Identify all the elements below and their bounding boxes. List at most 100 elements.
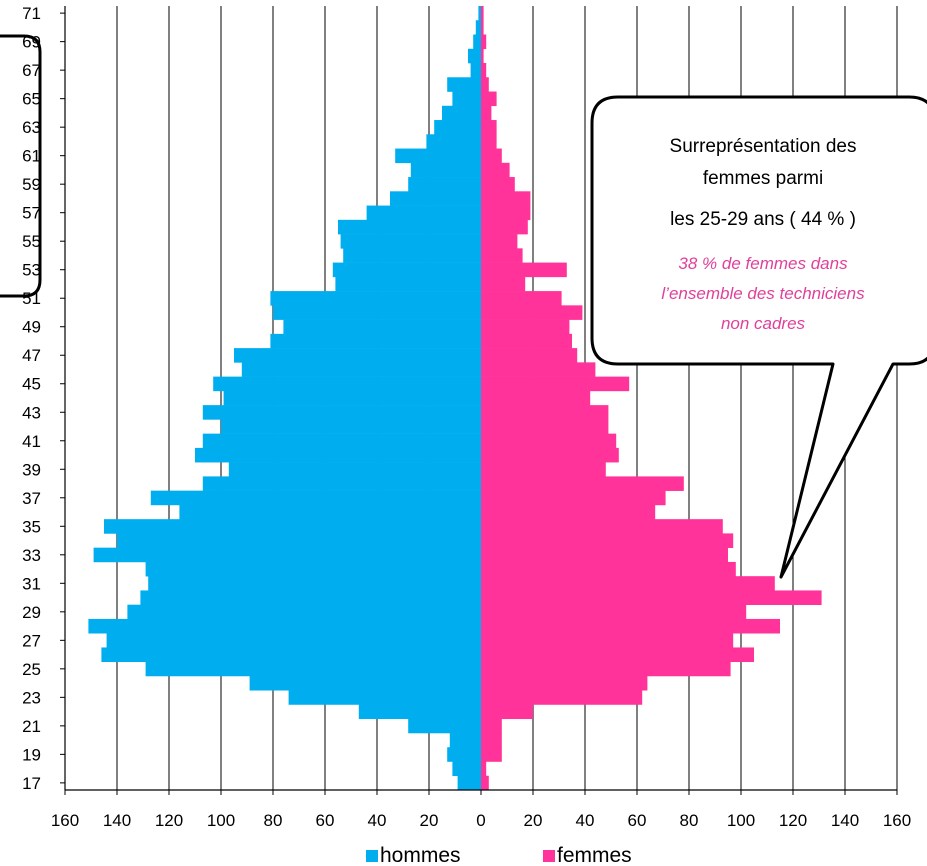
x-tick-label-9: 20	[524, 811, 543, 830]
bar-hommes-41	[202, 433, 482, 449]
bar-hommes-40	[195, 447, 481, 463]
y-tick-label-21: 21	[22, 717, 41, 736]
bar-femmes-63	[481, 120, 497, 135]
bar-femmes-48	[481, 333, 572, 349]
bar-hommes-46	[241, 362, 481, 377]
bar-hommes-24	[249, 675, 481, 691]
axes	[60, 6, 898, 795]
bar-hommes-63	[434, 120, 481, 135]
y-tick-label-41: 41	[22, 432, 41, 451]
y-tick-label-45: 45	[22, 375, 41, 394]
bar-femmes-21	[481, 718, 502, 734]
bar-femmes-50	[481, 305, 583, 320]
legend-label-femmes: femmes	[557, 844, 632, 866]
bar-hommes-45	[213, 376, 481, 392]
bar-hommes-17	[457, 775, 481, 791]
y-tick-label-65: 65	[22, 90, 41, 109]
bar-femmes-53	[481, 262, 567, 278]
bar-femmes-17	[481, 775, 489, 791]
bar-hommes-29	[127, 604, 482, 620]
x-tick-label-3: 100	[207, 811, 235, 830]
bar-hommes-54	[343, 248, 481, 263]
bar-femmes-29	[481, 604, 747, 620]
bar-femmes-18	[481, 761, 487, 777]
bar-femmes-26	[481, 647, 754, 663]
y-tick-label-17: 17	[22, 774, 41, 793]
y-tick-label-67: 67	[22, 61, 41, 80]
bar-femmes-31	[481, 576, 775, 591]
y-tick-label-55: 55	[22, 232, 41, 251]
bar-femmes-62	[481, 134, 497, 149]
y-tick-label-37: 37	[22, 489, 41, 508]
y-tick-label-49: 49	[22, 318, 41, 337]
bar-femmes-61	[481, 148, 502, 164]
bar-hommes-30	[140, 590, 481, 605]
bar-hommes-62	[426, 134, 481, 149]
bar-femmes-23	[481, 690, 643, 705]
bar-hommes-49	[283, 319, 481, 335]
bar-hommes-42	[221, 419, 481, 434]
bar-hommes-48	[270, 333, 481, 349]
bar-hommes-21	[408, 718, 481, 734]
bar-hommes-64	[442, 105, 481, 121]
x-tick-label-1: 140	[103, 811, 131, 830]
bar-femmes-19	[481, 747, 502, 762]
bar-femmes-27	[481, 633, 734, 648]
x-tick-label-6: 40	[368, 811, 387, 830]
bar-femmes-43	[481, 405, 609, 420]
y-tick-label-53: 53	[22, 261, 41, 280]
bar-hommes-65	[452, 91, 481, 107]
bar-hommes-32	[145, 561, 481, 577]
bar-femmes-45	[481, 376, 630, 392]
bar-hommes-37	[150, 490, 482, 506]
bar-hommes-59	[408, 177, 481, 192]
bar-femmes-57	[481, 205, 531, 221]
x-tick-label-4: 80	[264, 811, 283, 830]
x-tick-label-13: 100	[727, 811, 755, 830]
bar-femmes-47	[481, 348, 578, 363]
bar-femmes-44	[481, 390, 591, 406]
bar-femmes-68	[481, 48, 484, 64]
bar-femmes-24	[481, 675, 648, 691]
bar-hommes-35	[104, 519, 481, 534]
x-tick-label-5: 60	[316, 811, 335, 830]
callout-subtitle-line1: 38 % de femmes dans	[678, 254, 848, 273]
callout-bubble: Surreprésentation des femmes parmi les 2…	[590, 95, 927, 579]
callout-shape	[590, 95, 927, 579]
series-femmes-bars	[481, 6, 822, 791]
bar-femmes-36	[481, 504, 656, 520]
bar-femmes-60	[481, 162, 510, 178]
bar-femmes-56	[481, 219, 528, 235]
bar-femmes-42	[481, 419, 609, 434]
bar-hommes-43	[202, 405, 482, 420]
bar-hommes-25	[145, 661, 481, 677]
bar-hommes-68	[468, 48, 481, 64]
bar-hommes-53	[332, 262, 481, 278]
bar-femmes-28	[481, 618, 780, 634]
y-tick-label-51: 51	[22, 289, 41, 308]
x-tick-label-2: 120	[155, 811, 183, 830]
bar-femmes-30	[481, 590, 822, 605]
y-tick-label-33: 33	[22, 546, 41, 565]
bar-femmes-32	[481, 561, 736, 577]
bar-hommes-61	[395, 148, 481, 164]
x-tick-label-10: 40	[576, 811, 595, 830]
bar-femmes-41	[481, 433, 617, 449]
bar-hommes-28	[88, 618, 482, 634]
x-tick-label-7: 20	[420, 811, 439, 830]
bar-femmes-71	[481, 6, 484, 21]
bar-femmes-25	[481, 661, 731, 677]
x-tick-label-0: 160	[51, 811, 79, 830]
x-tick-label-16: 160	[883, 811, 911, 830]
bar-hommes-69	[473, 34, 481, 50]
bar-hommes-60	[410, 162, 481, 178]
bar-hommes-57	[366, 205, 481, 221]
bar-femmes-52	[481, 276, 526, 292]
bar-hommes-18	[452, 761, 481, 777]
x-axis-tick-labels: 160 140 120 100 80 60 40 20 0 20 40 60 80 100 120 140 16…	[51, 811, 911, 830]
y-tick-label-61: 61	[22, 147, 41, 166]
bar-hommes-52	[335, 276, 481, 292]
bar-femmes-54	[481, 248, 523, 263]
bar-hommes-23	[288, 690, 481, 705]
